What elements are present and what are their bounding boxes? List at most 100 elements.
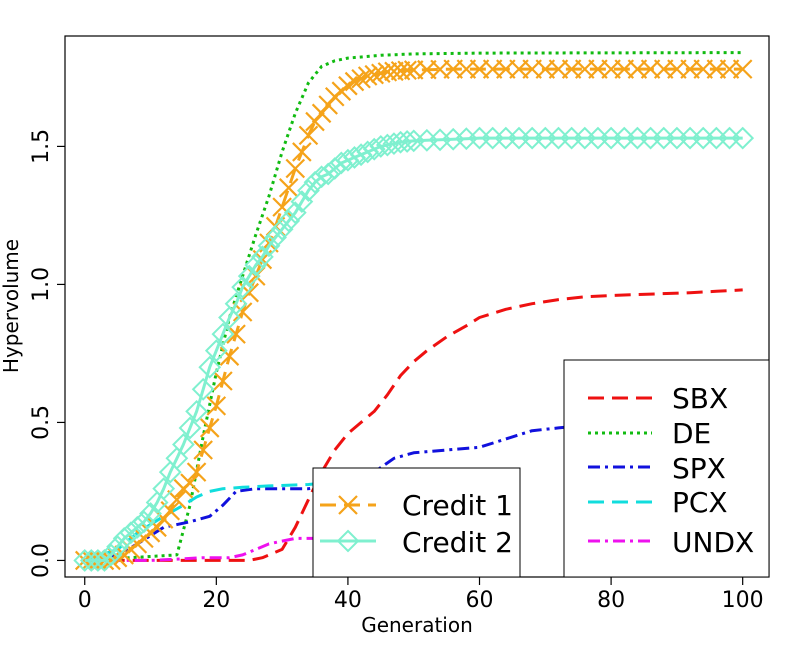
point-credit-2	[231, 275, 255, 299]
x-tick-label: 40	[334, 588, 362, 613]
x-tick-label: 80	[597, 588, 625, 613]
point-credit-2	[264, 226, 287, 249]
point-credit-1	[357, 66, 378, 86]
point-credit-1	[186, 462, 207, 482]
point-credit-1	[305, 111, 325, 132]
x-tick-label: 60	[466, 588, 494, 613]
point-credit-2	[316, 162, 340, 186]
series-line-spx	[84, 420, 612, 562]
legend-label-de: DE	[672, 417, 711, 450]
point-credit-1	[311, 103, 332, 124]
point-credit-2	[389, 130, 412, 154]
legend-label-credit-1: Credit 1	[402, 489, 513, 522]
x-tick-label: 100	[722, 588, 764, 613]
point-credit-2	[125, 515, 149, 539]
series-line-undx	[84, 536, 322, 562]
point-credit-2	[119, 521, 143, 545]
point-credit-2	[191, 377, 215, 401]
point-credit-1	[298, 125, 319, 146]
point-credit-2	[250, 245, 274, 269]
point-credit-1	[206, 396, 227, 416]
axes-layer: 0 20 40 60 80 100 0.0 0.5 1.0 1.5	[29, 129, 764, 613]
legend-credit-swatches	[320, 495, 376, 553]
legend-credit-box	[312, 467, 521, 578]
point-credit-2	[185, 399, 209, 423]
point-credit-2	[204, 339, 228, 363]
point-credit-2	[395, 130, 419, 153]
point-credit-2	[152, 477, 176, 501]
point-credit-2	[297, 179, 320, 202]
x-tick-label: 0	[78, 588, 92, 613]
series-de	[84, 51, 743, 562]
point-credit-1	[199, 418, 220, 438]
legend-label-spx: SPX	[672, 452, 726, 485]
point-credit-2	[283, 201, 307, 225]
point-credit-2	[132, 510, 156, 534]
series-line-pcx	[84, 481, 322, 562]
series-spx	[84, 420, 612, 562]
point-credit-1	[101, 550, 121, 571]
point-credit-2	[382, 132, 406, 156]
series-credit-2	[73, 126, 755, 572]
point-credit-2	[375, 133, 399, 157]
point-credit-2	[178, 416, 202, 440]
point-credit-1	[364, 64, 385, 85]
point-credit-2	[257, 234, 281, 258]
point-credit-1	[213, 371, 233, 391]
x-tick-label: 20	[202, 588, 230, 613]
y-tick-label: 1.5	[29, 129, 54, 164]
legend-label-undx: UNDX	[672, 526, 754, 559]
point-credit-1	[272, 197, 292, 217]
series-undx	[84, 536, 322, 562]
point-credit-2	[172, 433, 195, 456]
legend-label-credit-2: Credit 2	[402, 526, 513, 559]
point-credit-2	[139, 502, 162, 525]
point-credit-1	[193, 440, 213, 460]
point-credit-2	[99, 543, 123, 567]
legend-operators-swatches	[588, 396, 652, 543]
legend-marker-credit-1	[338, 495, 358, 515]
legend-label-pcx: PCX	[672, 486, 728, 519]
point-credit-2	[237, 264, 261, 288]
point-credit-1	[285, 158, 306, 179]
point-credit-1	[292, 142, 312, 162]
point-credit-1	[732, 59, 753, 79]
y-tick-label: 0.5	[29, 405, 54, 440]
point-credit-2	[211, 322, 235, 346]
point-credit-2	[362, 137, 386, 161]
point-credit-1	[147, 517, 167, 538]
point-credit-2	[277, 209, 301, 233]
point-credit-2	[224, 292, 248, 316]
series-line-de	[84, 51, 743, 562]
point-credit-1	[180, 473, 200, 493]
point-credit-2	[731, 126, 755, 150]
point-credit-2	[290, 190, 314, 214]
x-axis-title: Generation	[361, 613, 473, 637]
point-credit-2	[270, 217, 294, 241]
series-layer	[73, 51, 755, 572]
legend-operators: SBX DE SPX PCX UNDX	[563, 359, 770, 578]
point-credit-2	[106, 535, 130, 559]
series-sbx	[84, 288, 743, 562]
point-credit-1	[351, 69, 371, 89]
point-credit-1	[167, 489, 187, 510]
point-credit-2	[198, 355, 222, 379]
point-credit-2	[244, 253, 268, 277]
point-credit-2	[303, 170, 327, 194]
point-credit-2	[112, 526, 136, 550]
legend-label-sbx: SBX	[672, 382, 728, 415]
y-tick-label: 0.0	[29, 543, 54, 578]
series-line-sbx	[84, 288, 743, 562]
series-line-credit-2	[84, 136, 743, 562]
legend-marker-credit-2	[336, 529, 360, 553]
point-credit-1	[397, 60, 417, 81]
series-pcx	[84, 481, 322, 562]
point-credit-1	[344, 71, 365, 92]
point-credit-2	[369, 134, 393, 158]
point-credit-2	[93, 549, 116, 572]
series-credit-1	[74, 59, 753, 571]
point-credit-2	[310, 165, 334, 189]
point-credit-1	[278, 178, 299, 198]
y-tick-label: 1.0	[29, 267, 54, 302]
